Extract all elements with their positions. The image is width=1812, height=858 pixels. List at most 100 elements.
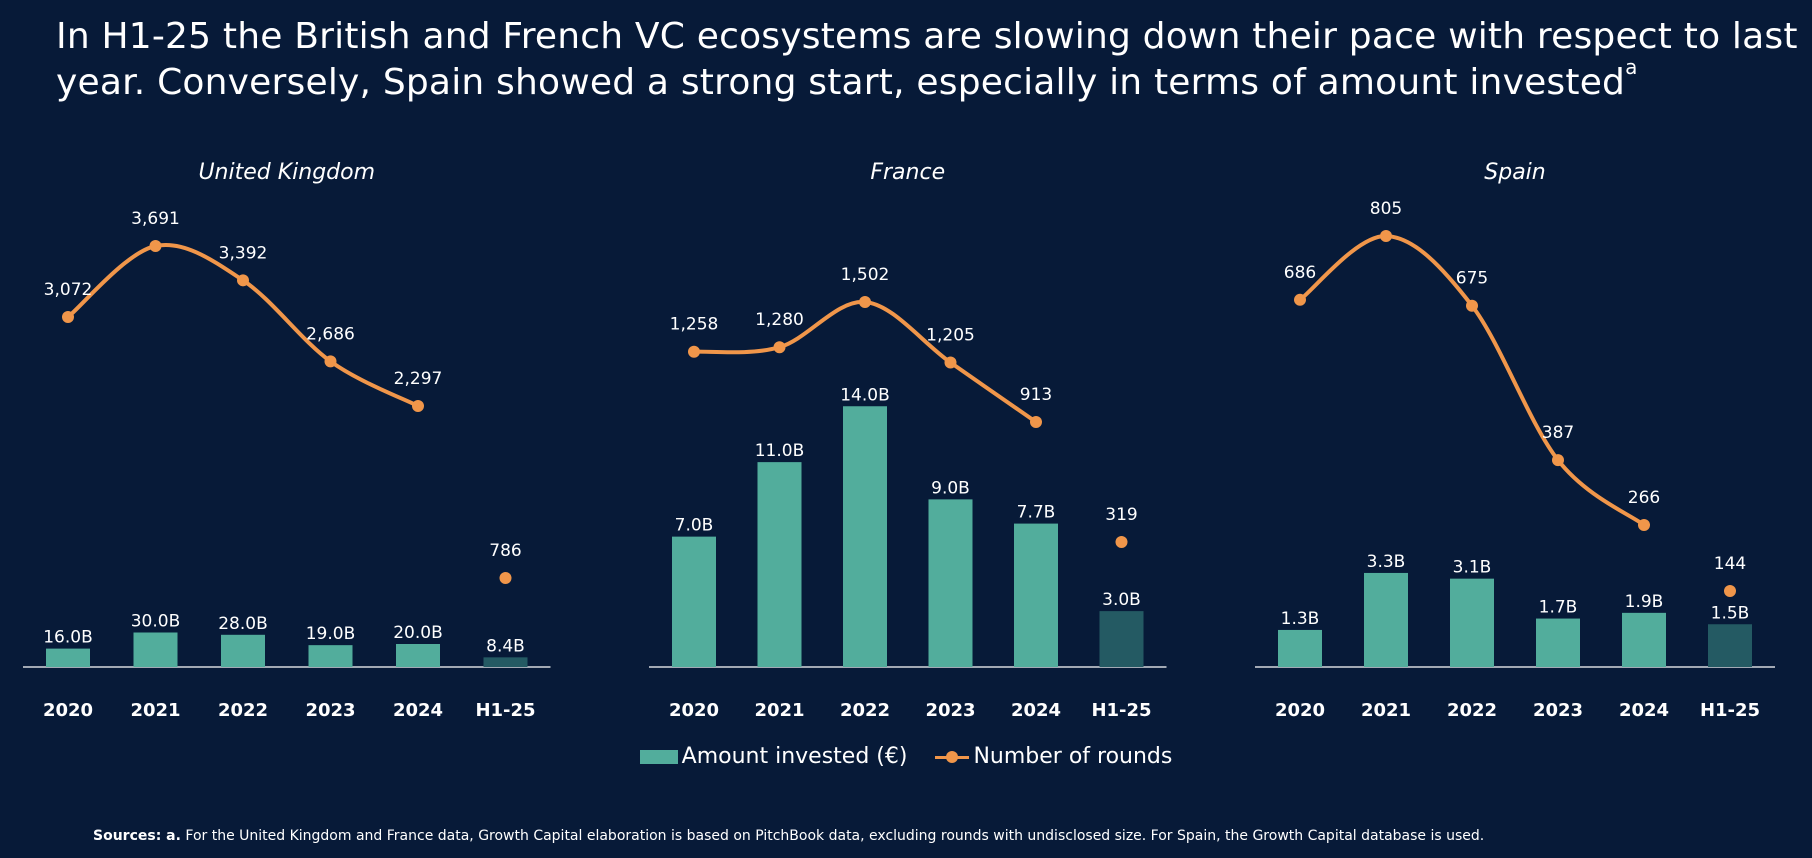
- rounds-value-label: 2,686: [306, 324, 355, 344]
- rounds-value-label: 319: [1105, 505, 1137, 525]
- rounds-point-144: [1724, 585, 1736, 597]
- rounds-point-913: [1030, 416, 1042, 428]
- rounds-point-387: [1552, 454, 1564, 467]
- x-tick-label: 2024: [393, 700, 443, 721]
- rounds-value-label: 387: [1542, 423, 1574, 443]
- bar-2024: [396, 644, 440, 667]
- rounds-point-786: [499, 572, 512, 584]
- bar-value-label: 3.0B: [1102, 590, 1141, 610]
- bar-H1-25: [483, 657, 528, 667]
- sources-note: Sources: a. For the United Kingdom and F…: [93, 828, 1484, 844]
- bar-value-label: 11.0B: [755, 441, 805, 461]
- bar-value-label: 1.7B: [1539, 598, 1578, 618]
- bar-2020: [46, 648, 90, 667]
- x-tick-label: 2022: [218, 700, 268, 721]
- bar-value-label: 19.0B: [306, 624, 356, 644]
- headline-text: In H1-25 the British and French VC ecosy…: [56, 16, 1798, 103]
- rounds-value-label: 805: [1370, 199, 1402, 219]
- rounds-point-2,297: [412, 400, 424, 412]
- x-tick-label: 2020: [1275, 700, 1325, 721]
- bar-H1-25: [1708, 624, 1752, 667]
- rounds-value-label: 1,502: [841, 265, 890, 285]
- bar-value-label: 30.0B: [131, 612, 181, 632]
- rounds-value-label: 144: [1714, 554, 1746, 574]
- rounds-value-label: 786: [489, 541, 521, 561]
- sources-text: For the United Kingdom and France data, …: [185, 828, 1485, 844]
- x-tick-label: 2024: [1619, 700, 1669, 721]
- x-tick-label: 2020: [43, 700, 93, 721]
- rounds-point-266: [1638, 519, 1650, 531]
- rounds-value-label: 2,297: [394, 369, 443, 389]
- bar-value-label: 8.4B: [486, 636, 525, 656]
- legend-line-swatch: [935, 750, 970, 764]
- bar-value-label: 7.0B: [675, 516, 714, 536]
- bar-value-label: 14.0B: [840, 385, 890, 405]
- chart-panel-1: United Kingdom 16.0B 30.0B 28.0B 19.0B 20.0B 8…: [23, 160, 551, 721]
- rounds-point-1,258: [688, 345, 700, 358]
- bar-value-label: 9.0B: [931, 478, 970, 498]
- bar-2020: [672, 536, 716, 667]
- bar-value-label: 1.3B: [1281, 609, 1320, 629]
- bar-2021: [1364, 572, 1408, 667]
- chart-title: Spain: [1484, 160, 1545, 185]
- legend-label-number-of-rounds: Number of rounds: [973, 744, 1173, 769]
- bar-2022: [1450, 578, 1494, 667]
- chart-title: France: [870, 160, 945, 185]
- rounds-point-3,691: [149, 240, 162, 252]
- bar-value-label: 1.9B: [1625, 592, 1664, 612]
- bar-value-label: 7.7B: [1017, 503, 1056, 523]
- x-tick-label: 2024: [1011, 700, 1061, 721]
- rounds-point-805: [1380, 230, 1392, 242]
- legend-item-number-of-rounds: Number of rounds: [935, 744, 1172, 769]
- bar-2023: [308, 645, 353, 667]
- rounds-value-label: 3,691: [131, 209, 180, 229]
- x-tick-label: 2023: [1533, 700, 1583, 721]
- rounds-value-label: 686: [1284, 263, 1316, 283]
- bar-2023: [928, 499, 973, 667]
- chart-panel-3: Spain 1.3B 3.3B 3.1B 1.7B 1.9B 1.5B 686 805 675 38…: [1255, 160, 1775, 721]
- chart-title: United Kingdom: [198, 160, 375, 185]
- x-tick-label: H1-25: [475, 700, 535, 721]
- headline: In H1-25 the British and French VC ecosy…: [56, 14, 1806, 106]
- bar-2023: [1536, 618, 1580, 667]
- rounds-value-label: 266: [1628, 488, 1660, 508]
- rounds-value-label: 1,258: [670, 315, 719, 335]
- rounds-line: [66, 242, 420, 408]
- bar-value-label: 3.1B: [1453, 558, 1492, 578]
- bar-2024: [1622, 612, 1666, 667]
- bar-2021: [133, 632, 178, 667]
- rounds-point-319: [1115, 536, 1128, 548]
- rounds-point-686: [1294, 293, 1306, 306]
- headline-footnote-marker: a: [1625, 55, 1638, 79]
- x-tick-label: 2023: [925, 700, 975, 721]
- bar-2020: [1278, 629, 1322, 667]
- x-tick-label: 2022: [1447, 700, 1497, 721]
- chart-panel-2: France 7.0B 11.0B 14.0B 9.0B 7.7B 3.0B 1,258 1,2…: [649, 160, 1167, 721]
- bar-2022: [221, 634, 265, 667]
- bar-2022: [843, 406, 887, 667]
- x-tick-label: 2021: [130, 700, 180, 721]
- legend-bar-swatch: [639, 749, 678, 764]
- bar-2021: [757, 462, 802, 667]
- rounds-point-1,280: [773, 341, 786, 354]
- bar-value-label: 28.0B: [218, 614, 268, 634]
- bar-value-label: 1.5B: [1711, 603, 1750, 623]
- x-tick-label: 2022: [840, 700, 890, 721]
- legend: Amount invested (€) Number of rounds: [0, 744, 1812, 769]
- legend-item-amount-invested: Amount invested (€): [639, 744, 908, 769]
- bar-2024: [1014, 523, 1058, 667]
- rounds-point-3,072: [62, 311, 74, 324]
- rounds-value-label: 3,392: [219, 243, 268, 263]
- x-tick-label: 2020: [669, 700, 719, 721]
- rounds-value-label: 913: [1020, 385, 1052, 405]
- legend-label-amount-invested: Amount invested (€): [681, 744, 908, 769]
- bar-value-label: 3.3B: [1367, 552, 1406, 572]
- rounds-point-3,392: [237, 274, 249, 287]
- rounds-value-label: 1,205: [926, 326, 975, 346]
- bar-H1-25: [1099, 611, 1144, 667]
- rounds-value-label: 675: [1456, 269, 1488, 289]
- rounds-point-675: [1466, 299, 1478, 312]
- rounds-point-1,502: [859, 296, 871, 308]
- bar-value-label: 20.0B: [393, 623, 443, 643]
